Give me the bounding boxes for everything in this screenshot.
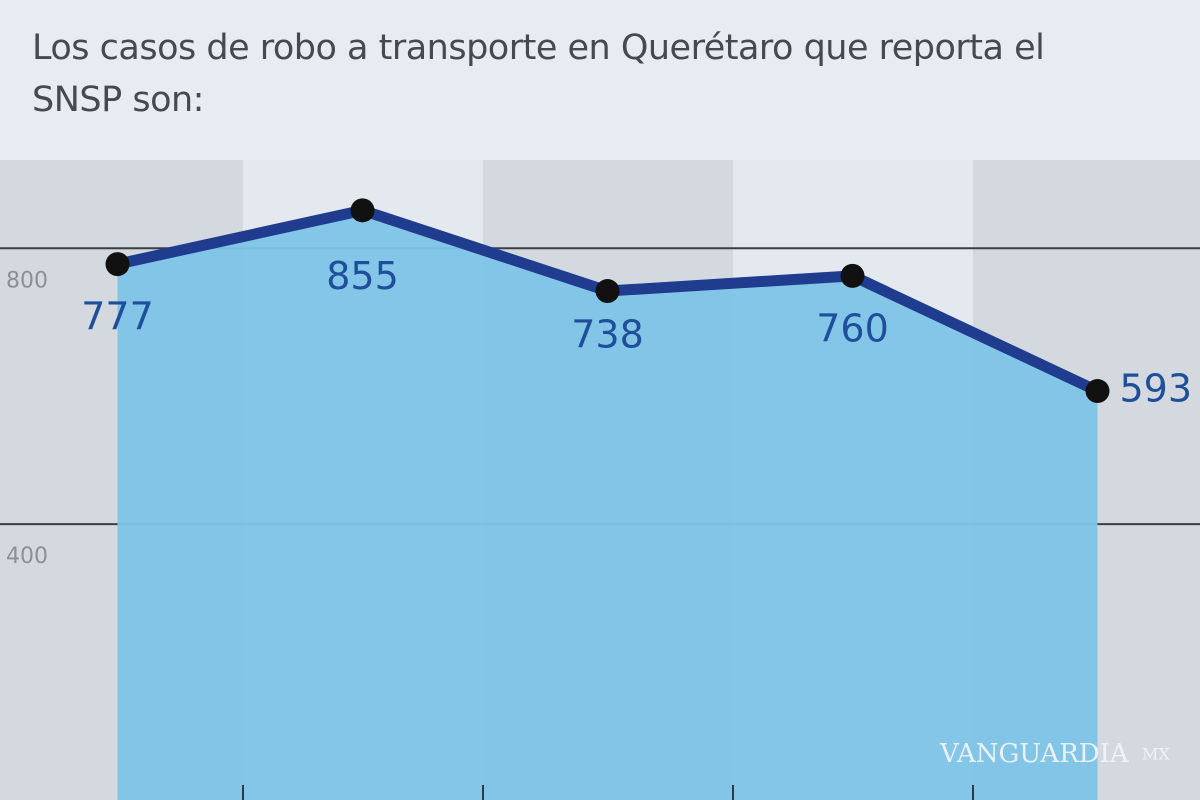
value-label: 738 (571, 313, 644, 357)
value-label: 855 (326, 254, 399, 298)
value-label: 593 (1120, 367, 1193, 411)
y-tick-label: 400 (6, 544, 48, 569)
value-label: 760 (816, 306, 889, 350)
y-tick-label: 800 (6, 268, 48, 293)
watermark-suffix: MX (1142, 745, 1170, 764)
plot: 777 855 738 760 593 (81, 198, 1192, 800)
area (117, 210, 1098, 800)
watermark: VANGUARDIA (939, 739, 1130, 769)
marker (1085, 379, 1110, 404)
marker (105, 252, 130, 277)
chart-title: Los casos de robo a transporte en Querét… (32, 28, 1045, 120)
marker (595, 279, 620, 304)
marker (840, 263, 865, 288)
marker (350, 198, 375, 223)
value-label: 777 (81, 295, 154, 339)
